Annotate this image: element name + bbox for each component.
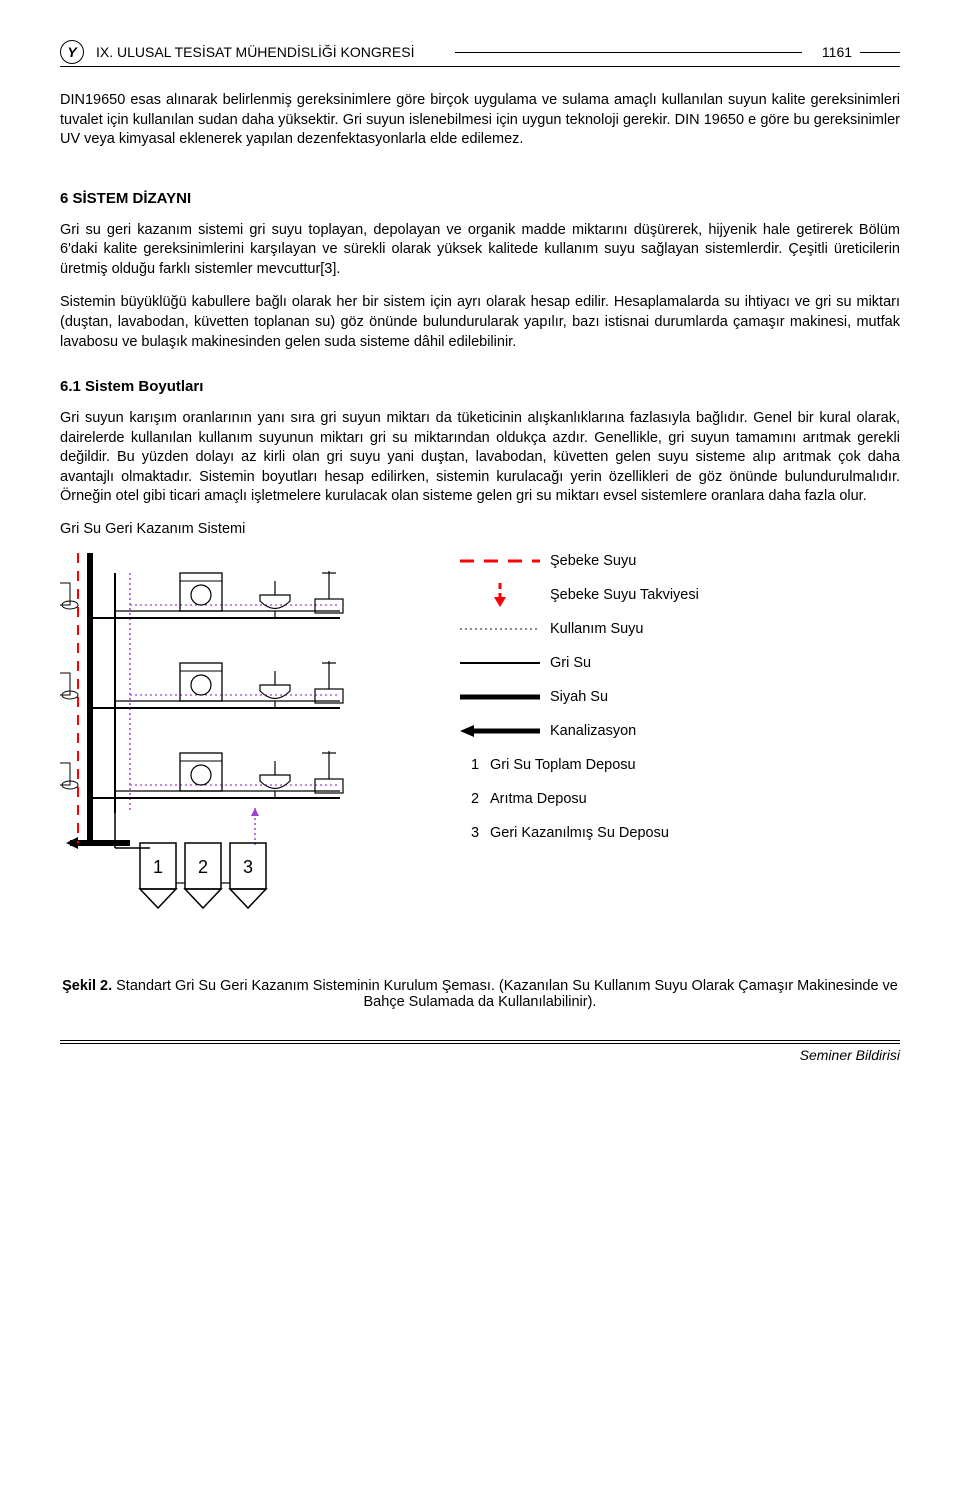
legend-kanalizasyon-label: Kanalizasyon [550, 723, 699, 739]
figure-caption: Şekil 2. Standart Gri Su Geri Kazanım Si… [60, 978, 900, 1010]
figure-legend: Şebeke Suyu Şebeke Suyu Takviyesi [460, 543, 699, 857]
figure-caption-bold: Şekil 2. [62, 978, 112, 994]
legend-num-3: 3 Geri Kazanılmış Su Deposu [460, 823, 699, 843]
legend-num-2-label: Arıtma Deposu [490, 791, 699, 807]
page-footer: Seminer Bildirisi [60, 1040, 900, 1063]
page-number: 1161 [822, 44, 852, 60]
page-header: Y IX. ULUSAL TESİSAT MÜHENDİSLİĞİ KONGRE… [60, 40, 900, 67]
logo-icon: Y [60, 40, 84, 64]
figure-area: Gri Su Geri Kazanım Sistemi [60, 521, 900, 1010]
legend-num-1-label: Gri Su Toplam Deposu [490, 757, 699, 773]
legend-sebeke-label: Şebeke Suyu [550, 553, 699, 569]
section-6-1-heading: 6.1 Sistem Boyutları [60, 378, 900, 395]
tank-3-label: 3 [243, 857, 253, 877]
tank-1-label: 1 [153, 857, 163, 877]
legend-sebeke-icon [460, 555, 550, 567]
legend-num-3-label: Geri Kazanılmış Su Deposu [490, 825, 699, 841]
greywater-diagram: 1 2 3 [60, 543, 440, 923]
diagram-svg-wrap: 1 2 3 [60, 543, 440, 928]
legend-kanalizasyon-icon [460, 724, 550, 738]
conference-title: IX. ULUSAL TESİSAT MÜHENDİSLİĞİ KONGRESİ [96, 44, 443, 60]
figure-title: Gri Su Geri Kazanım Sistemi [60, 521, 900, 537]
header-rule-right [860, 52, 900, 53]
legend-gri-icon [460, 657, 550, 669]
legend-siyah-label: Siyah Su [550, 689, 699, 705]
section-6-p2: Sistemin büyüklüğü kabullere bağlı olara… [60, 293, 900, 352]
figure-caption-rest: Standart Gri Su Geri Kazanım Sisteminin … [112, 978, 898, 1010]
intro-paragraph: DIN19650 esas alınarak belirlenmiş gerek… [60, 91, 900, 150]
legend-kullanim-icon [460, 623, 550, 635]
legend-siyah: Siyah Su [460, 687, 699, 707]
legend-num-1-sym: 1 [460, 757, 490, 773]
legend-gri-label: Gri Su [550, 655, 699, 671]
legend-kanalizasyon: Kanalizasyon [460, 721, 699, 741]
legend-sebeke-takviye: Şebeke Suyu Takviyesi [460, 585, 699, 605]
legend-num-2: 2 Arıtma Deposu [460, 789, 699, 809]
legend-sebeke-takviye-label: Şebeke Suyu Takviyesi [550, 587, 699, 603]
footer-text: Seminer Bildirisi [60, 1043, 900, 1063]
section-6-heading: 6 SİSTEM DİZAYNI [60, 190, 900, 207]
tank-2-label: 2 [198, 857, 208, 877]
legend-sebeke: Şebeke Suyu [460, 551, 699, 571]
section-6-p1: Gri su geri kazanım sistemi gri suyu top… [60, 221, 900, 280]
legend-num-2-sym: 2 [460, 791, 490, 807]
page: Y IX. ULUSAL TESİSAT MÜHENDİSLİĞİ KONGRE… [0, 0, 960, 1093]
legend-sebeke-takviye-icon [460, 583, 550, 607]
figure-row: 1 2 3 [60, 543, 900, 928]
legend-num-1: 1 Gri Su Toplam Deposu [460, 755, 699, 775]
legend-siyah-icon [460, 691, 550, 703]
legend-gri: Gri Su [460, 653, 699, 673]
section-6-1-p1: Gri suyun karışım oranlarının yanı sıra … [60, 409, 900, 507]
legend-kullanim-label: Kullanım Suyu [550, 621, 699, 637]
legend-kullanim: Kullanım Suyu [460, 619, 699, 639]
legend-num-3-sym: 3 [460, 825, 490, 841]
header-rule [455, 52, 802, 53]
